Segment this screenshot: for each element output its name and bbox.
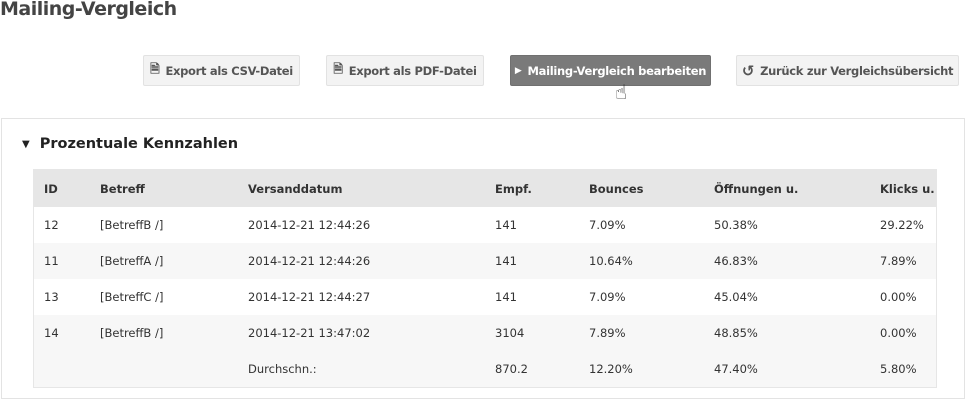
column-header: Empf. — [485, 169, 579, 207]
table-cell: 46.83% — [704, 243, 870, 279]
table-cell: 141 — [495, 218, 517, 232]
export-csv-button[interactable]: 🗎 Export als CSV-Datei — [143, 55, 300, 86]
table-cell: 141 — [495, 290, 517, 304]
table-cell: 11 — [33, 243, 90, 279]
table-cell: 2014-12-21 12:44:27 — [248, 290, 371, 304]
percentage-metrics-panel: ▼ Prozentuale Kennzahlen ID Betreff Versand… — [1, 118, 965, 399]
export-pdf-button[interactable]: 🗎 Export als PDF-Datei — [326, 55, 484, 86]
table-cell: 48.85% — [704, 315, 870, 351]
column-header: Betreff — [90, 169, 238, 207]
average-cell: Durchschn.: — [238, 351, 485, 388]
edit-comparison-button[interactable]: ▶ Mailing-Vergleich bearbeiten — [510, 55, 711, 86]
back-button[interactable]: ↺ Zurück zur Vergleichsübersicht — [736, 55, 959, 86]
table-cell: 0.00% — [880, 290, 917, 304]
average-cell — [90, 351, 238, 388]
table-cell: 29.22% — [880, 218, 924, 232]
table-cell: 14 — [33, 315, 90, 351]
table-cell: 3104 — [485, 315, 579, 351]
caret-right-icon: ▶ — [514, 65, 522, 76]
section-title: Prozentuale Kennzahlen — [39, 136, 239, 152]
section-toggle[interactable]: ▼ Prozentuale Kennzahlen — [22, 136, 238, 152]
table-cell: 50.38% — [714, 218, 758, 232]
table-row: 13 [BetreffC /] 2014-12-21 12:44:27 141 7.09… — [34, 279, 937, 315]
average-cell: 12.20% — [579, 351, 704, 388]
back-label: Zurück zur Vergleichsübersicht — [760, 63, 954, 78]
average-cell: 870.2 — [485, 351, 579, 388]
table-cell: 7.89% — [870, 243, 937, 279]
table-cell: 2014-12-21 12:44:26 — [238, 243, 485, 279]
average-row: Durchschn.: 870.2 12.20% 47.40% 5.80% — [33, 351, 937, 388]
table-cell: 7.09% — [589, 290, 626, 304]
column-header: Bounces — [579, 169, 704, 207]
average-cell: 47.40% — [704, 351, 870, 388]
table-cell: 45.04% — [714, 290, 758, 304]
column-header: Versanddatum — [238, 169, 485, 207]
csv-file-icon: 🗎 — [150, 62, 160, 76]
undo-icon: ↺ — [741, 61, 755, 80]
edit-comparison-label: Mailing-Vergleich bearbeiten — [527, 63, 707, 78]
average-cell — [33, 351, 90, 388]
table-row: 12 [BetreffB /] 2014-12-21 12:44:26 141 7.09… — [34, 207, 937, 243]
table-cell: [BetreffB /] — [100, 218, 164, 232]
table-cell: [BetreffC /] — [100, 290, 164, 304]
table-cell: 141 — [485, 243, 579, 279]
caret-down-icon: ▼ — [22, 138, 30, 150]
export-pdf-label: Export als PDF-Datei — [348, 63, 477, 78]
pdf-file-icon: 🗎 — [333, 62, 343, 76]
table-cell: 2014-12-21 12:44:26 — [248, 218, 371, 232]
export-csv-label: Export als CSV-Datei — [165, 63, 293, 78]
table-row: 11 [BetreffA /] 2014-12-21 12:44:26 141 10.6… — [33, 243, 937, 279]
table-cell: 13 — [44, 290, 59, 304]
column-header: Klicks u. — [870, 169, 937, 207]
average-cell: 5.80% — [870, 351, 937, 388]
table-cell: [BetreffA /] — [90, 243, 238, 279]
table-cell: 2014-12-21 13:47:02 — [238, 315, 485, 351]
table-cell: 7.09% — [589, 218, 626, 232]
table-cell: 10.64% — [579, 243, 704, 279]
column-header: Öffnungen u. — [704, 169, 870, 207]
table-row: 14 [BetreffB /] 2014-12-21 13:47:02 3104 7.8… — [33, 315, 937, 351]
page-title: Mailing-Vergleich — [0, 0, 177, 20]
table-cell: 0.00% — [870, 315, 937, 351]
hand-cursor-icon: ☝ — [615, 80, 628, 104]
table-cell: [BetreffB /] — [90, 315, 238, 351]
comparison-table: ID Betreff Versanddatum Empf. Bounces Öffnung… — [33, 169, 937, 388]
column-header: ID — [33, 169, 90, 207]
table-cell: 12 — [44, 218, 59, 232]
table-cell: 7.89% — [579, 315, 704, 351]
